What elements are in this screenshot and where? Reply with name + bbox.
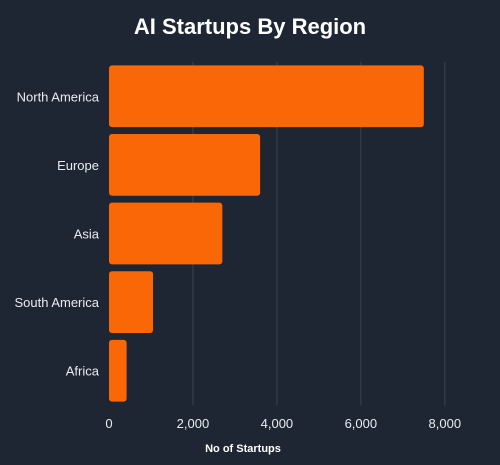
x-tick-label: 4,000 bbox=[261, 416, 294, 431]
x-tick-label: 6,000 bbox=[345, 416, 378, 431]
category-labels: North America Europe Asia South America Afri… bbox=[14, 89, 99, 378]
category-label: Europe bbox=[57, 158, 99, 173]
category-label: Africa bbox=[66, 364, 100, 379]
bar bbox=[109, 339, 127, 402]
category-label: Asia bbox=[74, 227, 100, 242]
bars bbox=[109, 65, 424, 402]
bar bbox=[109, 134, 261, 196]
bar bbox=[109, 65, 424, 128]
x-axis-title: No of Startups bbox=[205, 443, 281, 455]
bar bbox=[109, 202, 223, 265]
category-label: South America bbox=[14, 295, 99, 310]
category-label: North America bbox=[17, 89, 100, 104]
chart-title: AI Startups By Region bbox=[133, 14, 367, 39]
bar bbox=[109, 271, 154, 333]
x-tick-label: 0 bbox=[105, 416, 112, 431]
x-tick-labels: 0 2,000 4,000 6,000 8,000 bbox=[105, 416, 461, 431]
x-tick-label: 8,000 bbox=[429, 416, 462, 431]
x-tick-label: 2,000 bbox=[177, 416, 210, 431]
